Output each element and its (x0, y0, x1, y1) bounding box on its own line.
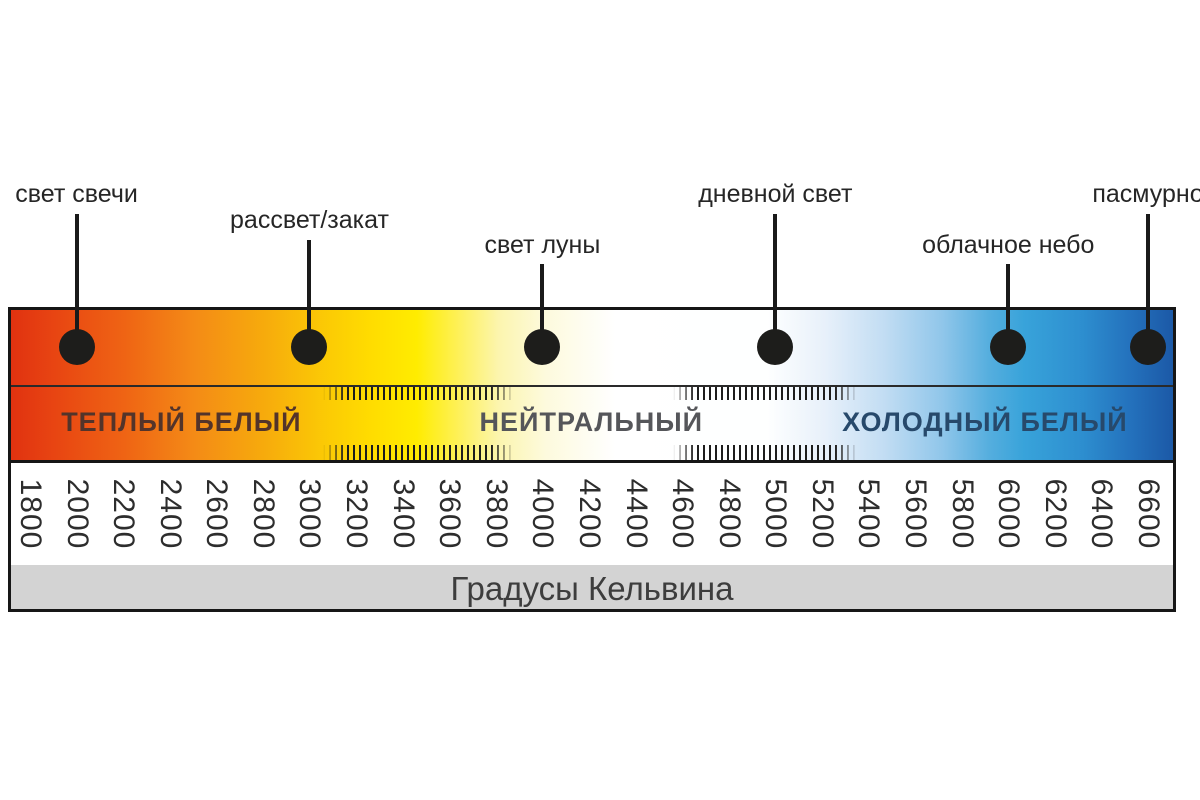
kelvin-title-bar: Градусы Кельвина (8, 565, 1176, 612)
kelvin-title-label: Градусы Кельвина (450, 569, 734, 607)
tick-label-5400: 5400 (852, 478, 886, 550)
marker-pointer-line (540, 264, 545, 347)
kelvin-tick-scale: 1800 2000 2200 2400 2600 2800 3000 3200 3400 3600… (8, 463, 1176, 565)
tick-label-5800: 5800 (945, 478, 979, 550)
marker-pointer-line (74, 214, 79, 347)
marker-dot (291, 329, 328, 365)
marker-dot (58, 329, 95, 365)
tick-label-4200: 4200 (572, 478, 606, 550)
tick-label-3000: 3000 (293, 478, 327, 550)
tick-label-5600: 5600 (899, 478, 933, 550)
tick-label-2200: 2200 (107, 478, 141, 550)
tick-label-4600: 4600 (666, 478, 700, 550)
tick-label-6400: 6400 (1085, 478, 1119, 550)
band-label: ХОЛОДНЫЙ БЕЛЫЙ (842, 407, 1128, 437)
marker-dot (1129, 329, 1166, 365)
marker-label: дневной свет (698, 180, 853, 208)
tick-label-6200: 6200 (1038, 478, 1072, 550)
marker-pointer-line (773, 214, 778, 347)
transition-hatch (323, 445, 515, 460)
tick-label-5000: 5000 (759, 478, 793, 550)
tick-label-4800: 4800 (712, 478, 746, 550)
marker-pointer-line (307, 240, 312, 347)
transition-hatch (323, 387, 515, 400)
temperature-gradient-bar: ТЕПЛЫЙ БЕЛЫЙ НЕЙТРАЛЬНЫЙ ХОЛОДНЫЙ БЕЛЫЙ (8, 307, 1176, 463)
transition-hatch (672, 387, 857, 400)
tick-label-3200: 3200 (340, 478, 374, 550)
marker-label: рассвет/закат (230, 206, 389, 234)
band-label: НЕЙТРАЛЬНЫЙ (479, 407, 704, 437)
tick-label-1800: 1800 (14, 478, 47, 550)
marker-label: облачное небо (922, 231, 1095, 259)
marker-label: свет свечи (15, 180, 138, 208)
tick-label-2400: 2400 (153, 478, 187, 550)
tick-label-2800: 2800 (246, 478, 280, 550)
band-label: ТЕПЛЫЙ БЕЛЫЙ (61, 407, 302, 437)
tick-label-6600: 6600 (1131, 478, 1165, 550)
tick-label-5200: 5200 (805, 478, 839, 550)
marker-pointer-line (1006, 264, 1011, 347)
kelvin-scale-chart: ТЕПЛЫЙ БЕЛЫЙ НЕЙТРАЛЬНЫЙ ХОЛОДНЫЙ БЕЛЫЙ 18… (8, 307, 1176, 612)
tick-label-4000: 4000 (526, 478, 560, 550)
marker-pointer-line (1145, 214, 1150, 347)
marker-label: пасмурно (1092, 180, 1200, 208)
tick-label-3400: 3400 (386, 478, 420, 550)
marker-dot (990, 329, 1027, 365)
transition-hatch (672, 445, 857, 460)
gradient-separator-line (8, 385, 1176, 387)
tick-label-4400: 4400 (619, 478, 653, 550)
tick-label-2000: 2000 (60, 478, 94, 550)
tick-label-2600: 2600 (200, 478, 234, 550)
marker-label: свет луны (484, 231, 601, 259)
tick-label-3800: 3800 (479, 478, 513, 550)
marker-dot (757, 329, 794, 365)
tick-label-6000: 6000 (992, 478, 1026, 550)
tick-label-3600: 3600 (433, 478, 467, 550)
marker-dot (524, 329, 561, 365)
